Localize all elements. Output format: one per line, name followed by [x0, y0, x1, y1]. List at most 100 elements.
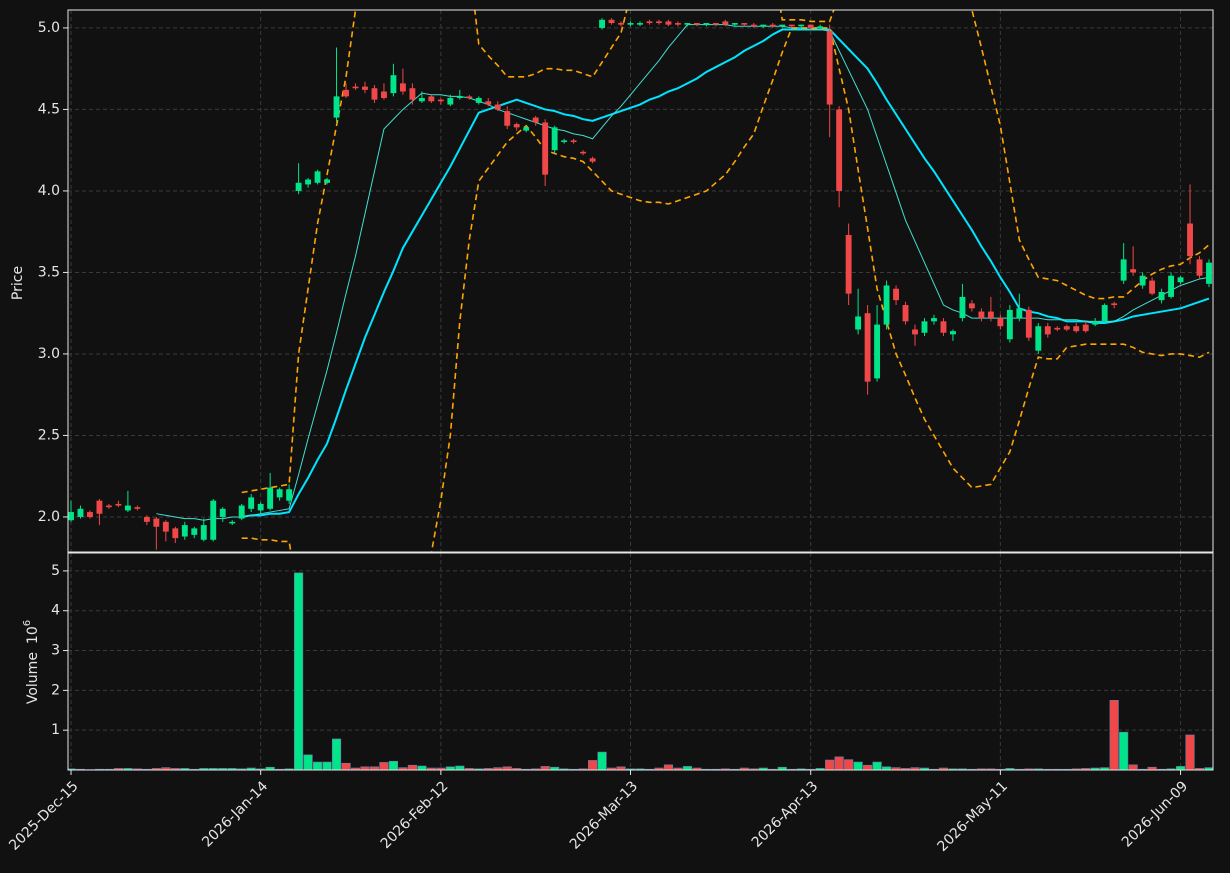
volume-bar — [1100, 767, 1110, 770]
volume-frame — [67, 552, 1214, 771]
candle-body — [599, 19, 606, 28]
x-tick-label: 2026-Mar-13 — [567, 778, 641, 852]
candle-body — [362, 86, 368, 90]
candle-body — [162, 521, 169, 532]
x-tick-label: 2026-Jan-14 — [199, 778, 271, 850]
volume-bars — [68, 572, 1213, 770]
indicator-line — [241, 27, 1210, 552]
volume-bar — [540, 766, 550, 770]
y-tick-label: 3.5 — [38, 264, 60, 280]
candle-body — [618, 23, 624, 25]
candle-body — [1139, 275, 1146, 286]
volume-bar — [218, 768, 228, 770]
price-axis-label: Price — [10, 266, 26, 300]
candle-body — [324, 179, 330, 183]
volume-bar — [853, 761, 863, 770]
candle-body — [855, 316, 862, 330]
candle-body — [371, 88, 378, 100]
candle-body — [665, 21, 672, 25]
volume-bar — [682, 766, 692, 770]
candle-body — [959, 296, 966, 319]
candle-body — [741, 23, 748, 25]
indicator-line — [241, 10, 1210, 494]
candle-body — [105, 505, 112, 508]
volume-bar — [881, 766, 892, 770]
volume-bar — [199, 768, 209, 770]
candle-body — [968, 303, 975, 309]
candle-body — [1130, 269, 1137, 273]
volume-bar — [891, 767, 901, 770]
volume-offset-exponent: 6 — [22, 620, 33, 626]
candle-body — [703, 23, 710, 25]
candle-body — [153, 518, 160, 527]
candle-body — [115, 503, 122, 506]
volume-bar — [1128, 764, 1138, 770]
y-tick-label: 4.5 — [38, 101, 60, 117]
volume-bar — [369, 766, 380, 770]
volume-bar — [597, 751, 607, 770]
candle-body — [693, 23, 700, 25]
candle-body — [276, 489, 283, 498]
volume-bar — [455, 765, 465, 770]
candle-body — [210, 500, 217, 540]
candle-body — [874, 324, 881, 379]
volume-offset-base: 10 — [25, 626, 41, 644]
candle-body — [950, 331, 956, 335]
candle-body — [381, 91, 387, 99]
volume-bar — [379, 762, 389, 770]
candle-body — [987, 311, 994, 319]
candle-body — [798, 24, 805, 27]
volume-bar — [1119, 731, 1129, 770]
candle-body — [1158, 292, 1165, 301]
candle-body — [1120, 259, 1127, 281]
candle-body — [267, 487, 274, 509]
candle-body — [570, 140, 577, 143]
y-tick-label: 4 — [51, 603, 60, 619]
y-tick-label: 5 — [51, 563, 60, 579]
candle-body — [257, 503, 264, 511]
candle-body — [589, 158, 596, 162]
volume-bar — [303, 754, 313, 770]
candle-body — [68, 512, 74, 521]
candle-body — [1177, 277, 1184, 283]
candle-body — [409, 88, 416, 100]
volume-bar — [616, 766, 626, 770]
volume-bar — [1081, 768, 1091, 770]
candles — [68, 18, 1212, 550]
price-grid — [68, 10, 1213, 552]
volume-bar — [388, 760, 399, 770]
volume-bar — [1175, 766, 1186, 770]
candle-body — [1111, 303, 1118, 306]
volume-bar — [910, 767, 920, 770]
volume-bar — [663, 764, 674, 770]
volume-bar — [863, 764, 873, 770]
candle-body — [722, 21, 729, 25]
volume-bar — [844, 759, 854, 770]
volume-bar — [407, 764, 417, 770]
volume-bar — [151, 768, 161, 770]
candle-body — [1016, 308, 1023, 319]
candle-body — [807, 24, 814, 28]
volume-bar — [834, 756, 844, 770]
y-tick-label: 2 — [51, 682, 60, 698]
candle-body — [902, 305, 909, 322]
candle-body — [305, 179, 312, 185]
candle-body — [532, 117, 539, 123]
candle-body — [580, 151, 587, 154]
candle-body — [447, 98, 454, 105]
candle-body — [143, 516, 150, 522]
volume-bar — [331, 738, 342, 770]
volume-label: Volume — [25, 652, 41, 704]
x-tick-label: 2025-Dec-15 — [6, 778, 81, 853]
price-frame — [67, 9, 1214, 553]
candle-body — [1035, 326, 1042, 351]
candle-body — [1054, 327, 1061, 330]
candle-body — [1063, 326, 1070, 330]
volume-bar — [170, 768, 180, 770]
volume-bar — [360, 766, 370, 770]
candle-body — [523, 127, 530, 131]
indicator-line — [156, 24, 1210, 521]
volume-bar — [1109, 700, 1119, 770]
